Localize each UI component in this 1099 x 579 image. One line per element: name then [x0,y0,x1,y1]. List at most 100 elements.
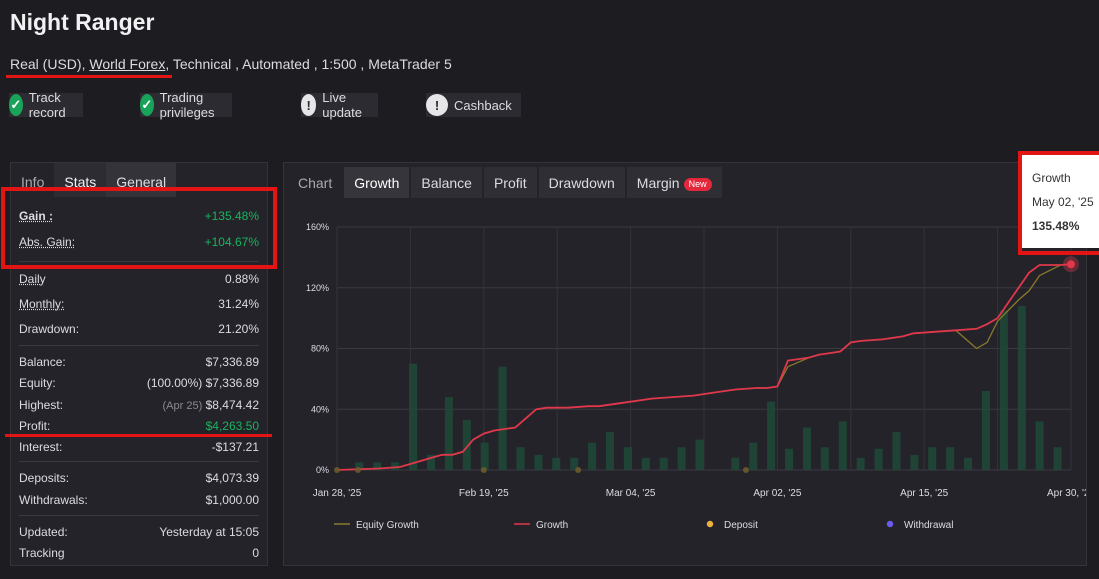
badge-live-update[interactable]: ! Live update [301,90,378,120]
stat-abs-gain: Abs. Gain: +104.67% [19,235,259,249]
highlight-box-gain [1,187,277,269]
tab-chart[interactable]: Chart [298,175,333,191]
badge-track-record[interactable]: ✓ Track record [9,90,83,120]
divider [19,515,259,516]
stat-label: Deposits: [19,471,70,485]
tab-margin[interactable]: Margin New [626,167,722,198]
stat-value: Yesterday at 15:05 [159,525,259,539]
stat-label[interactable]: Monthly: [19,297,65,311]
x-tick-label: Jan 28, '25 [313,488,362,499]
legend-swatch [886,520,894,528]
chart-tabs: Chart Growth Balance Profit Drawdown Mar… [288,167,722,198]
tab-drawdown[interactable]: Drawdown [538,167,625,198]
x-axis-labels: Jan 28, '25 Feb 19, '25 Mar 04, '25 Apr 02,… [313,488,1086,499]
tab-balance[interactable]: Balance [411,167,482,198]
stat-label[interactable]: Daily [19,272,46,286]
highlight-underline-profit [5,434,272,437]
y-tick-label: 120% [306,283,329,293]
volume-bar [802,427,811,470]
stat-withdrawals: Withdrawals: $1,000.00 [19,493,259,507]
divider [19,345,259,346]
stat-value: $8,474.42 [205,398,259,412]
volume-bar [391,462,400,470]
legend-label: Growth [536,520,568,531]
stat-value: $7,336.89 [205,376,259,390]
volume-bar [426,454,435,470]
tab-stats[interactable]: Stats [54,163,107,197]
page-title: Night Ranger [10,9,155,35]
chart-panel: Chart Growth Balance Profit Drawdown Mar… [283,162,1087,566]
badge-trading-privileges[interactable]: ✓ Trading privileges [140,90,232,120]
y-axis-labels: 160% 120% 80% 40% 0% [306,222,329,475]
volume-bar [785,448,794,470]
exclamation-icon: ! [426,94,448,116]
stat-label: Tracking [19,546,65,560]
volume-bar [731,457,740,470]
stat-drawdown: Drawdown: 21.20% [19,322,259,336]
stat-interest: Interest: -$137.21 [19,440,259,454]
stat-value: 31.24% [218,297,259,311]
stat-deposits: Deposits: $4,073.39 [19,471,259,485]
stat-balance: Balance: $7,336.89 [19,355,259,369]
broker-link[interactable]: World Forex [89,56,166,72]
legend-label: Deposit [724,520,758,531]
y-tick-label: 80% [311,344,329,354]
stat-label: Equity: [19,376,56,390]
deposit-marker [480,467,487,473]
stat-value: 21.20% [218,322,259,336]
volume-bar [534,454,543,470]
stats-tabs: Info Stats General [11,163,177,197]
volume-bar [856,457,865,470]
volume-bar [964,457,973,470]
divider [19,261,259,262]
x-tick-label: Apr 15, '25 [900,488,948,499]
volume-bar [516,447,525,470]
volume-bar [910,454,919,470]
stat-value: $1,000.00 [205,493,259,507]
stat-value-group: (Apr 25) $8,474.42 [163,398,259,412]
stat-value: 0 [252,546,259,560]
tooltip-value: 135.48% [1032,219,1080,233]
exclamation-icon: ! [301,94,317,116]
stat-label: Highest: [19,398,64,412]
volume-bar [677,447,686,470]
stat-monthly: Monthly: 31.24% [19,297,259,311]
badge-label: Trading privileges [159,90,215,120]
x-tick-label: Apr 30, '25 [1047,488,1086,499]
chart-tooltip: Growth May 02, '25 135.48% [1022,154,1099,248]
chart-bars [355,305,1062,470]
stat-highest: Highest: (Apr 25) $8,474.42 [19,398,259,412]
stat-label: Drawdown: [19,322,80,336]
stats-panel: Info Stats General Gain : +135.48% Abs. … [10,162,268,566]
tab-info[interactable]: Info [21,174,45,190]
y-tick-label: 40% [311,404,329,414]
stat-profit: Profit: $4,263.50 [19,419,259,433]
volume-bar [1053,447,1062,470]
badge-cashback[interactable]: ! Cashback [426,93,521,117]
volume-bar [874,448,883,470]
y-tick-label: 160% [306,222,329,232]
stat-label: Interest: [19,440,63,454]
stat-tracking: Tracking 0 [19,546,259,560]
volume-bar [641,457,650,470]
account-subline: Real (USD), World Forex, Technical , Aut… [10,56,452,72]
volume-bar [606,432,615,470]
volume-bar [373,462,382,470]
deposit-marker [334,467,340,473]
deposit-marker [575,467,582,473]
volume-bar [659,457,668,470]
tab-margin-label: Margin [636,175,680,191]
hover-point [1067,260,1075,269]
new-badge: New [683,177,712,191]
tab-growth[interactable]: Growth [344,167,410,198]
stat-equity: Equity: (100.00%) $7,336.89 [19,376,259,390]
stat-label[interactable]: Gain : [19,209,54,223]
tab-profit[interactable]: Profit [483,167,537,198]
stat-label[interactable]: Abs. Gain: [19,235,76,249]
highlight-box-tooltip [1018,151,1099,255]
volume-bar [981,391,990,470]
tab-general[interactable]: General [106,163,177,197]
stat-label: Withdrawals: [19,493,88,507]
stat-label: Profit: [19,419,51,433]
stat-value: $7,336.89 [205,355,259,369]
